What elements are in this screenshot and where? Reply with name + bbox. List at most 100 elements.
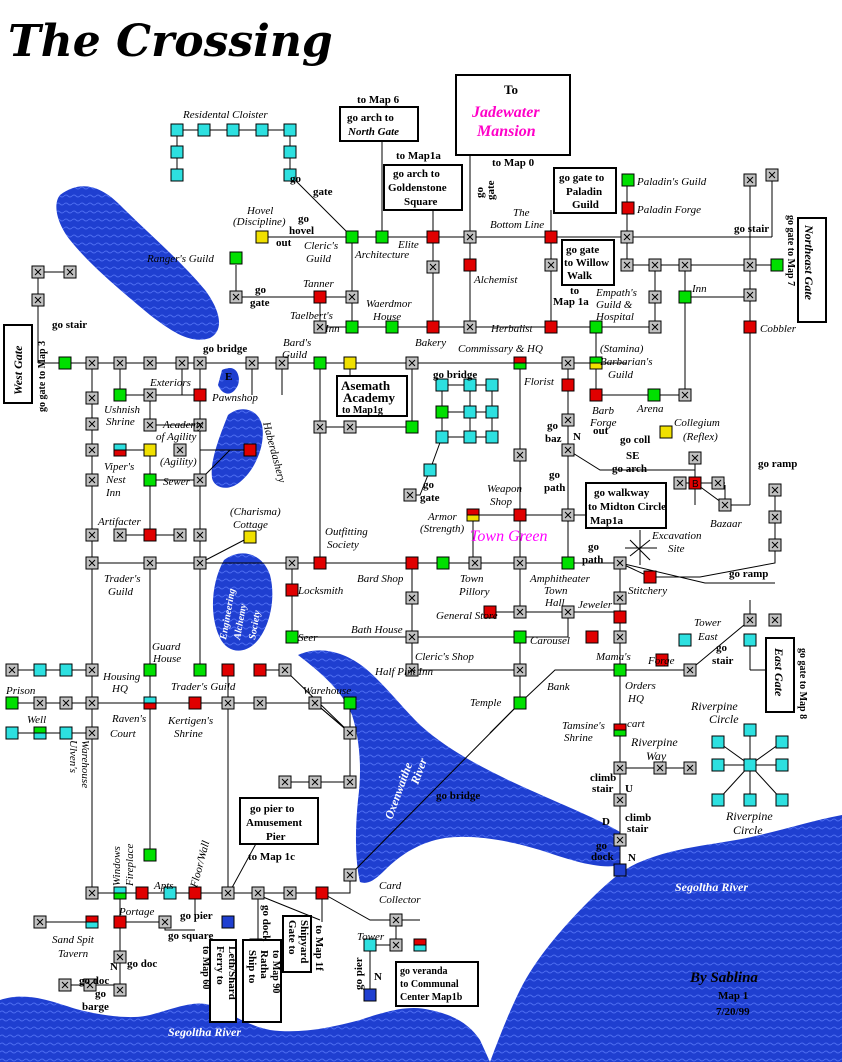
room-16[interactable] — [229, 251, 243, 265]
room-3[interactable] — [255, 123, 269, 137]
room-split-top[interactable] — [113, 443, 127, 451]
room-131[interactable] — [613, 610, 627, 624]
room-62[interactable] — [589, 388, 603, 402]
room-11[interactable] — [375, 230, 389, 244]
room-split-bottom[interactable] — [85, 921, 99, 929]
room-119[interactable] — [561, 556, 575, 570]
room-104[interactable] — [243, 530, 257, 544]
room-0[interactable] — [170, 123, 184, 137]
room-split-top[interactable] — [513, 356, 527, 364]
room-163[interactable] — [5, 726, 19, 740]
room-191[interactable] — [135, 886, 149, 900]
room-173[interactable] — [743, 758, 757, 772]
room-59[interactable] — [113, 388, 127, 402]
room-12[interactable] — [426, 230, 440, 244]
room-63[interactable] — [647, 388, 661, 402]
room-123[interactable] — [643, 570, 657, 584]
ferry-box[interactable] — [209, 939, 237, 1023]
room-201[interactable] — [221, 915, 235, 929]
room-6[interactable] — [170, 168, 184, 182]
asemath-box[interactable] — [336, 375, 408, 417]
room-8[interactable] — [283, 168, 297, 182]
room-47[interactable] — [58, 356, 72, 370]
room-171[interactable] — [775, 735, 789, 749]
bazaar-room[interactable] — [688, 476, 702, 490]
room-181[interactable] — [711, 793, 725, 807]
room-88[interactable] — [243, 443, 257, 457]
room-115[interactable] — [405, 556, 419, 570]
room-101[interactable] — [143, 528, 157, 542]
room-split-bottom[interactable] — [589, 362, 603, 370]
room-138[interactable] — [33, 663, 47, 677]
room-74[interactable] — [659, 425, 673, 439]
room-split-top[interactable] — [466, 508, 480, 516]
room-86[interactable] — [143, 443, 157, 457]
room-27[interactable] — [770, 258, 784, 272]
room-132[interactable] — [513, 630, 527, 644]
veranda-box[interactable] — [395, 961, 479, 1007]
room-10[interactable] — [345, 230, 359, 244]
room-1[interactable] — [197, 123, 211, 137]
room-149[interactable] — [655, 653, 669, 667]
room-split-bottom[interactable] — [413, 944, 427, 952]
room-44[interactable] — [589, 320, 603, 334]
room-192[interactable] — [163, 886, 177, 900]
room-82[interactable] — [463, 430, 477, 444]
room-39[interactable] — [345, 320, 359, 334]
room-114[interactable] — [313, 556, 327, 570]
room-43[interactable] — [544, 320, 558, 334]
room-76[interactable] — [463, 378, 477, 392]
room-133[interactable] — [585, 630, 599, 644]
room-4[interactable] — [283, 123, 297, 137]
room-40[interactable] — [385, 320, 399, 334]
east-gate-box[interactable] — [765, 637, 795, 713]
room-144[interactable] — [253, 663, 267, 677]
room-135[interactable] — [678, 633, 692, 647]
northeast-gate-box[interactable] — [797, 217, 827, 323]
room-72[interactable] — [405, 420, 419, 434]
room-148[interactable] — [613, 663, 627, 677]
room-93[interactable] — [143, 473, 157, 487]
room-split-bottom[interactable] — [143, 702, 157, 710]
room-142[interactable] — [193, 663, 207, 677]
room-79[interactable] — [463, 405, 477, 419]
ship-box[interactable] — [242, 939, 282, 1023]
room-7[interactable] — [283, 145, 297, 159]
room-80[interactable] — [485, 405, 499, 419]
room-165[interactable] — [59, 726, 73, 740]
room-9[interactable] — [255, 230, 269, 244]
room-2[interactable] — [226, 123, 240, 137]
room-78[interactable] — [435, 405, 449, 419]
room-29[interactable] — [621, 201, 635, 215]
room-split-bottom[interactable] — [513, 362, 527, 370]
room-199[interactable] — [113, 915, 127, 929]
room-65[interactable] — [561, 378, 575, 392]
room-61[interactable] — [193, 388, 207, 402]
west-gate-box[interactable] — [3, 324, 33, 404]
room-81[interactable] — [435, 430, 449, 444]
room-170[interactable] — [711, 735, 725, 749]
room-split-top[interactable] — [413, 938, 427, 946]
room-210[interactable] — [363, 988, 377, 1002]
room-193[interactable] — [188, 886, 202, 900]
room-split-top[interactable] — [143, 696, 157, 704]
paladin-guild-box[interactable] — [553, 167, 617, 214]
room-161[interactable] — [343, 696, 357, 710]
room-split-top[interactable] — [85, 915, 99, 923]
room-84[interactable] — [423, 463, 437, 477]
room-197[interactable] — [315, 886, 329, 900]
room-35[interactable] — [678, 290, 692, 304]
room-split-bottom[interactable] — [466, 514, 480, 522]
room-split-bottom[interactable] — [613, 729, 627, 737]
room-182[interactable] — [743, 793, 757, 807]
room-116[interactable] — [436, 556, 450, 570]
room-18[interactable] — [313, 290, 327, 304]
room-split-top[interactable] — [113, 886, 127, 894]
room-121[interactable] — [285, 583, 299, 597]
room-split-top[interactable] — [33, 726, 47, 734]
room-172[interactable] — [711, 758, 725, 772]
shipyard-box[interactable] — [282, 915, 312, 973]
room-203[interactable] — [363, 938, 377, 952]
room-56[interactable] — [343, 356, 357, 370]
room-5[interactable] — [170, 145, 184, 159]
